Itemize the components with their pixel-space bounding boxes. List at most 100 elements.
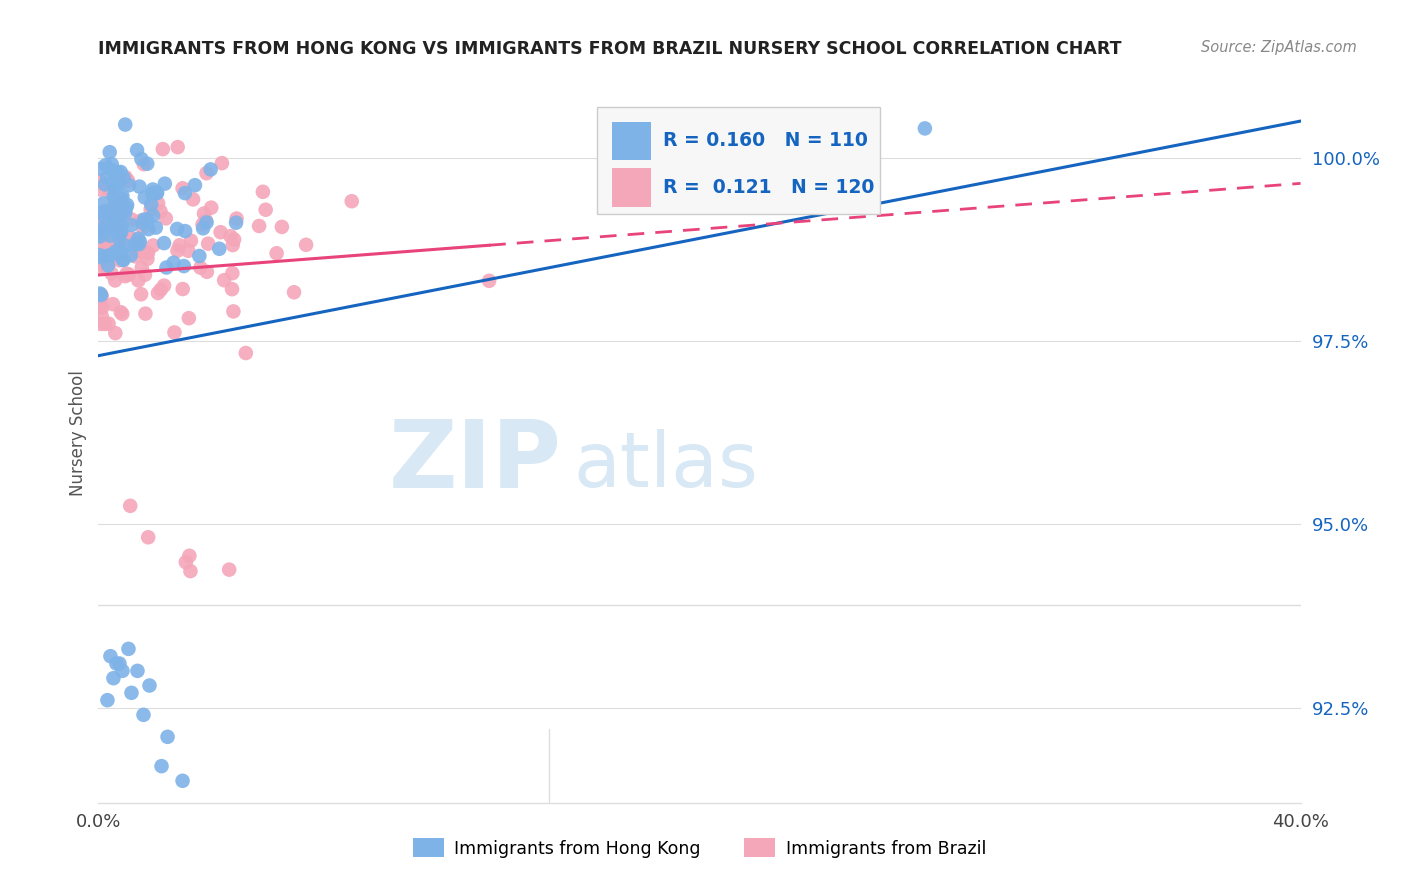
Point (295, 237, 318, 252)
Point (141, 186, 163, 201)
Point (114, 203, 136, 218)
Text: IMMIGRANTS FROM HONG KONG VS IMMIGRANTS FROM BRAZIL NURSERY SCHOOL CORRELATION C: IMMIGRANTS FROM HONG KONG VS IMMIGRANTS … (98, 40, 1122, 58)
Point (195, 215, 218, 229)
Point (104, 244, 127, 259)
Point (103, 214, 125, 228)
Point (127, 237, 149, 252)
Point (118, 178, 141, 193)
Point (247, 219, 270, 233)
Point (115, 200, 138, 214)
Point (97, 258, 120, 272)
Point (145, 220, 167, 235)
Point (114, 206, 136, 220)
Point (111, 189, 134, 203)
Point (266, 246, 288, 260)
Point (111, 252, 134, 267)
Point (129, 287, 152, 301)
Point (107, 178, 129, 192)
Point (108, 194, 131, 209)
Point (120, 499, 142, 513)
Point (478, 274, 501, 288)
Point (125, 143, 148, 157)
Point (114, 239, 136, 253)
Point (101, 297, 124, 311)
Point (104, 192, 127, 206)
Point (90, 210, 112, 224)
Point (100, 248, 122, 262)
Point (108, 224, 131, 238)
Point (90, 298, 112, 312)
Point (149, 283, 172, 297)
Point (270, 219, 292, 234)
Point (93, 233, 115, 247)
Point (146, 285, 169, 300)
Point (136, 157, 159, 171)
Point (120, 248, 142, 262)
Point (91, 245, 114, 260)
Point (90, 309, 112, 323)
Point (195, 265, 218, 279)
Point (112, 170, 135, 185)
Bar (612, 121, 651, 161)
Bar (612, 169, 651, 207)
Point (94, 317, 117, 331)
Point (100, 649, 122, 664)
Point (191, 221, 214, 235)
Point (104, 237, 127, 252)
Point (146, 186, 169, 200)
Point (134, 190, 156, 204)
Point (188, 249, 211, 263)
Point (184, 178, 207, 193)
Point (219, 229, 242, 244)
Point (172, 773, 194, 788)
Point (127, 273, 149, 287)
Point (195, 166, 218, 180)
Point (91, 301, 114, 315)
Point (177, 311, 200, 326)
FancyBboxPatch shape (598, 107, 880, 214)
Point (117, 641, 139, 656)
Point (132, 216, 155, 230)
Point (89, 248, 111, 262)
Point (104, 200, 127, 214)
Point (125, 232, 148, 246)
Point (135, 245, 157, 260)
Point (222, 304, 245, 318)
Point (166, 140, 188, 154)
Point (105, 238, 128, 252)
Point (127, 664, 149, 678)
Point (90, 288, 112, 302)
Point (89, 286, 111, 301)
Point (221, 266, 243, 280)
Text: R =  0.121   N = 120: R = 0.121 N = 120 (664, 178, 875, 197)
Point (197, 236, 219, 251)
Point (111, 307, 134, 321)
Point (132, 707, 155, 722)
Point (124, 237, 146, 252)
Point (172, 181, 194, 195)
Point (153, 278, 176, 293)
Text: atlas: atlas (574, 429, 758, 503)
Point (138, 679, 160, 693)
Point (97, 249, 120, 263)
Point (128, 179, 150, 194)
Point (98, 228, 121, 243)
Point (112, 230, 135, 244)
Point (108, 226, 131, 240)
Point (181, 193, 204, 207)
Point (94, 228, 117, 243)
Point (103, 189, 125, 203)
Point (98, 218, 121, 232)
Point (97, 234, 120, 248)
Point (104, 273, 127, 287)
Point (155, 260, 177, 275)
Point (127, 244, 149, 258)
Point (142, 238, 165, 252)
Point (97, 240, 120, 254)
Point (110, 225, 132, 239)
Point (174, 186, 197, 200)
Point (94, 158, 117, 172)
Point (96, 240, 118, 254)
Point (94, 261, 117, 276)
Point (100, 267, 122, 281)
